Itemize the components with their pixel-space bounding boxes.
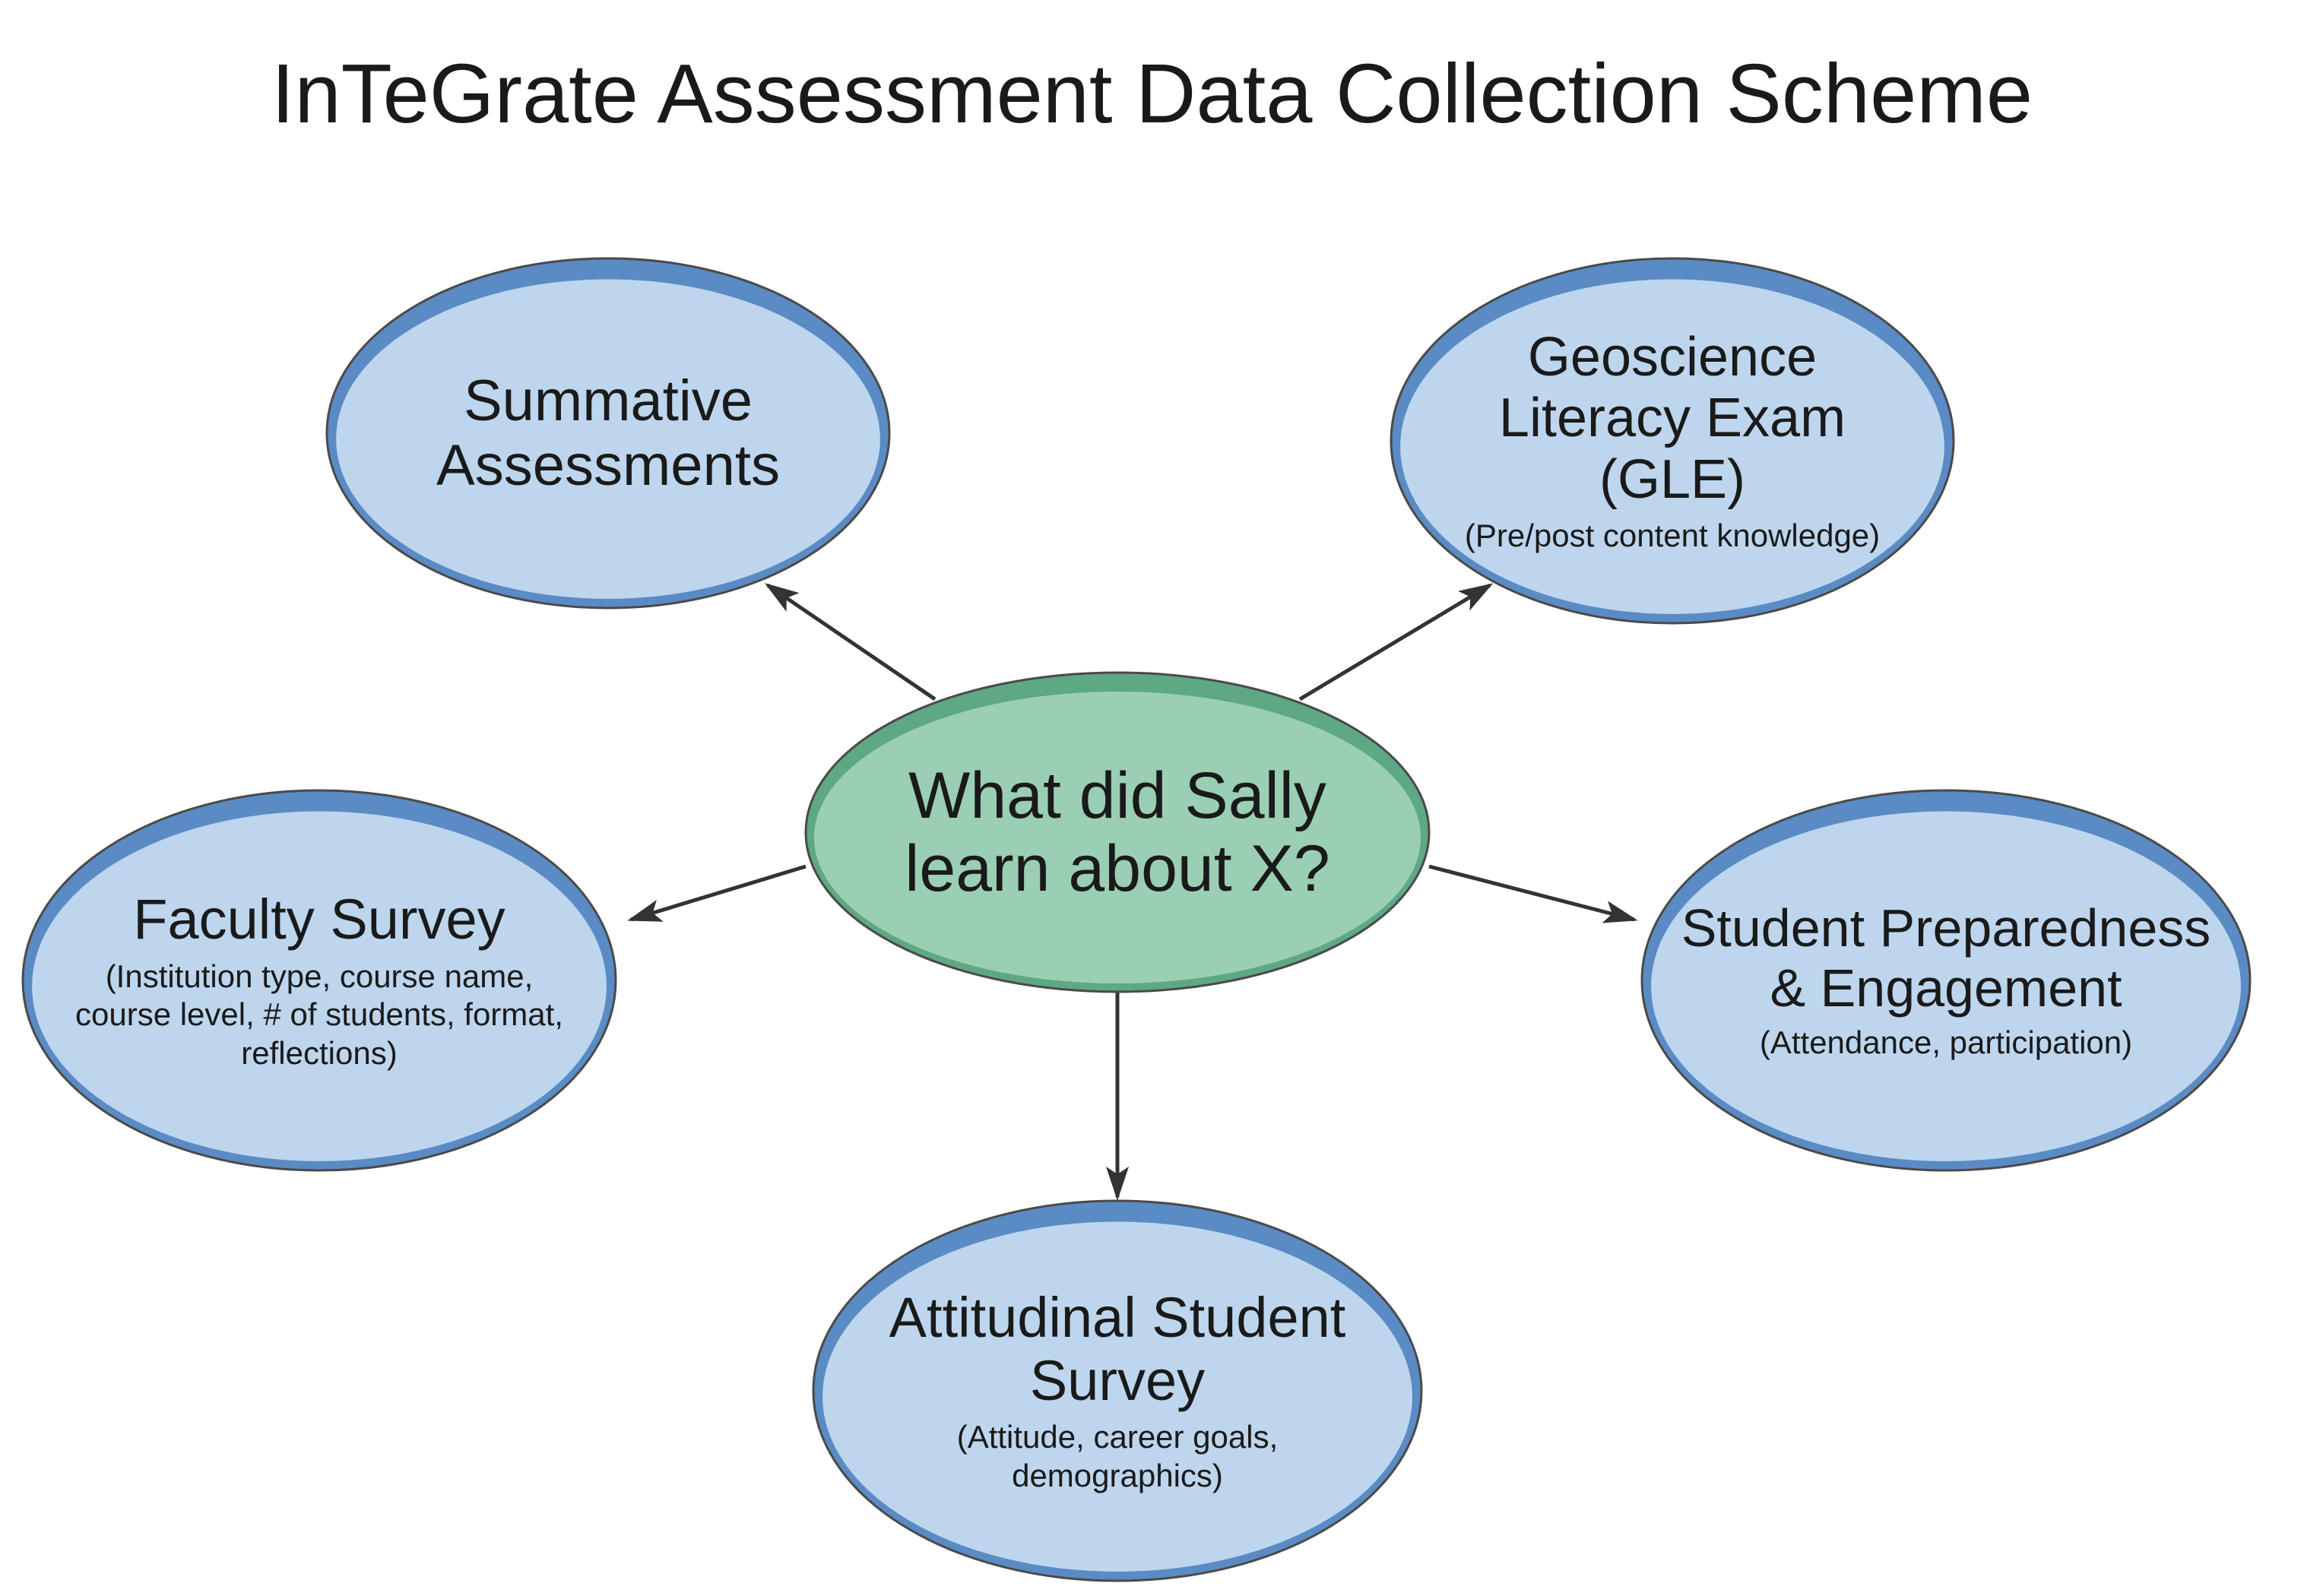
node-label-main: Student Preparedness & Engagement <box>1680 898 2212 1018</box>
node-center: What did Sally learn about X? <box>806 673 1429 992</box>
node-engagement: Student Preparedness & Engagement (Attend… <box>1642 790 2250 1170</box>
node-gle: Geoscience Literacy Exam (GLE) (Pre/post … <box>1391 258 1954 623</box>
diagram-stage: InTeGrate Assessment Data Collection Sch… <box>0 0 2304 1596</box>
arrow <box>1429 866 1634 920</box>
node-label-main: Faculty Survey <box>133 888 505 952</box>
arrow <box>768 585 935 699</box>
node-label-main: Attitudinal Student Survey <box>851 1287 1383 1413</box>
node-label-sub: (Institution type, course name, course l… <box>61 958 578 1072</box>
node-label-sub: (Attitude, career goals, demographics) <box>851 1418 1383 1495</box>
node-label-sub: (Pre/post content knowledge) <box>1465 517 1880 555</box>
node-faculty: Faculty Survey(Institution type, course … <box>23 790 616 1170</box>
node-attitudinal: Attitudinal Student Survey(Attitude, car… <box>813 1201 1421 1581</box>
node-label-main: Geoscience Literacy Exam (GLE) <box>1429 327 1916 511</box>
node-label-main: Summative Assessments <box>365 369 851 498</box>
node-label-main: What did Sally learn about X? <box>844 759 1391 906</box>
node-summative: Summative Assessments <box>327 258 889 608</box>
node-label-sub: (Attendance, participation) <box>1760 1024 2132 1062</box>
arrow <box>631 866 806 920</box>
arrow <box>1300 585 1490 699</box>
